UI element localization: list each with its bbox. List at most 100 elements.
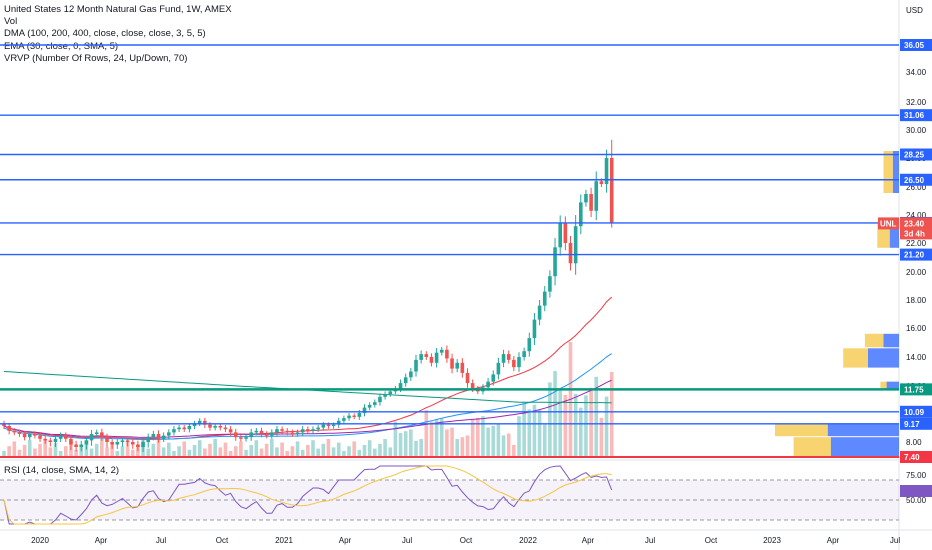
volume-bar bbox=[445, 429, 449, 457]
candle-body bbox=[491, 374, 496, 382]
volume-bar bbox=[584, 395, 588, 457]
candle-body bbox=[64, 435, 68, 439]
volume-bar bbox=[213, 439, 217, 457]
candle-body bbox=[352, 415, 356, 417]
level-price-label: 31.06 bbox=[904, 111, 925, 120]
candle-body bbox=[573, 226, 578, 264]
candle-body bbox=[69, 438, 73, 445]
level-price-tag bbox=[900, 451, 932, 463]
volume-bar bbox=[362, 445, 367, 457]
volume-bar bbox=[89, 448, 94, 457]
volume-profile-up bbox=[877, 223, 890, 248]
legend-vrvp[interactable]: VRVP (Number Of Rows, 24, Up/Down, 70) bbox=[4, 52, 188, 64]
volume-bar bbox=[388, 447, 393, 457]
candle-body bbox=[429, 357, 434, 363]
volume-bar bbox=[264, 443, 269, 457]
volume-bar bbox=[94, 443, 99, 457]
volume-bar bbox=[491, 425, 496, 457]
candle-body bbox=[228, 429, 233, 433]
candle-body bbox=[43, 438, 47, 441]
volume-bar bbox=[403, 431, 408, 457]
candle-body bbox=[151, 434, 156, 438]
y-tick-label: 20.00 bbox=[906, 268, 927, 277]
volume-bar bbox=[228, 451, 233, 457]
legend-vol[interactable]: Vol bbox=[4, 16, 18, 28]
volume-bar bbox=[270, 439, 274, 457]
candle-body bbox=[187, 426, 192, 430]
dma-400-line bbox=[3, 371, 612, 404]
candle-body bbox=[367, 404, 372, 408]
candle-body bbox=[27, 434, 32, 438]
candle-body bbox=[450, 358, 454, 369]
candle-body bbox=[141, 442, 145, 447]
volume-bar bbox=[367, 440, 372, 457]
volume-profile-down bbox=[830, 437, 899, 456]
volume-profile-up bbox=[843, 348, 868, 368]
legend-title[interactable]: United States 12 Month Natural Gas Fund,… bbox=[4, 4, 232, 15]
volume-bar bbox=[476, 418, 480, 457]
candle-body bbox=[599, 181, 604, 185]
x-tick-label: Oct bbox=[216, 536, 229, 545]
volume-bar bbox=[285, 451, 290, 457]
volume-bar bbox=[300, 449, 305, 457]
x-tick-label: Jul bbox=[645, 536, 655, 545]
volume-bar bbox=[38, 443, 42, 457]
volume-bar bbox=[604, 396, 609, 457]
level-price-tag bbox=[900, 39, 932, 51]
volume-bar bbox=[254, 440, 259, 457]
volume-bar bbox=[512, 445, 516, 457]
candle-body bbox=[326, 424, 331, 426]
rsi-tick-label: 50.00 bbox=[906, 496, 927, 505]
x-tick-label: 2023 bbox=[763, 536, 781, 545]
y-tick-label: 14.00 bbox=[906, 353, 927, 362]
candle-body bbox=[7, 426, 11, 431]
candle-body bbox=[53, 438, 58, 442]
candle-body bbox=[517, 357, 521, 368]
volume-bar bbox=[130, 449, 135, 457]
candle-body bbox=[285, 430, 290, 433]
volume-bar bbox=[7, 446, 11, 457]
candle-body bbox=[414, 359, 418, 372]
volume-bar bbox=[74, 449, 78, 457]
volume-bar bbox=[290, 446, 295, 457]
candle-body bbox=[115, 442, 120, 445]
candle-body bbox=[527, 338, 532, 352]
candle-body bbox=[409, 371, 413, 378]
candle-body bbox=[74, 444, 78, 447]
volume-bar bbox=[398, 433, 403, 457]
volume-bar bbox=[197, 440, 202, 457]
candle-body bbox=[79, 444, 84, 447]
x-tick-label: Apr bbox=[827, 536, 840, 545]
volume-bar bbox=[331, 447, 336, 457]
x-tick-label: 2022 bbox=[519, 536, 537, 545]
candle-body bbox=[604, 158, 609, 185]
volume-bar bbox=[280, 442, 284, 457]
volume-bar bbox=[12, 441, 17, 457]
volume-bar bbox=[172, 451, 176, 457]
candle-body bbox=[609, 158, 614, 224]
level-price-label: 21.20 bbox=[904, 251, 925, 260]
volume-bar bbox=[496, 424, 501, 457]
volume-profile-up bbox=[775, 423, 828, 437]
candle-body bbox=[579, 202, 583, 227]
candle-body bbox=[239, 437, 243, 439]
volume-bar bbox=[295, 441, 300, 457]
candle-body bbox=[48, 440, 53, 442]
rsi-legend[interactable]: RSI (14, close, SMA, 14, 2) bbox=[4, 465, 120, 476]
volume-bar bbox=[182, 441, 187, 457]
volume-bar bbox=[203, 448, 207, 457]
candle-body bbox=[403, 377, 408, 384]
legend-dma[interactable]: DMA (100, 200, 400, close, close, close,… bbox=[4, 28, 206, 40]
volume-bar bbox=[470, 419, 475, 457]
volume-bar bbox=[2, 451, 6, 457]
volume-profile-up bbox=[883, 151, 893, 193]
candle-body bbox=[2, 423, 6, 426]
legend-ema[interactable]: EMA (30, close, 0, SMA, 5) bbox=[4, 40, 119, 52]
volume-bar bbox=[537, 410, 542, 457]
candle-body bbox=[537, 305, 542, 320]
candle-body bbox=[259, 430, 264, 434]
candle-body bbox=[434, 352, 439, 363]
x-tick-label: Oct bbox=[460, 536, 473, 545]
candle-body bbox=[84, 440, 89, 445]
